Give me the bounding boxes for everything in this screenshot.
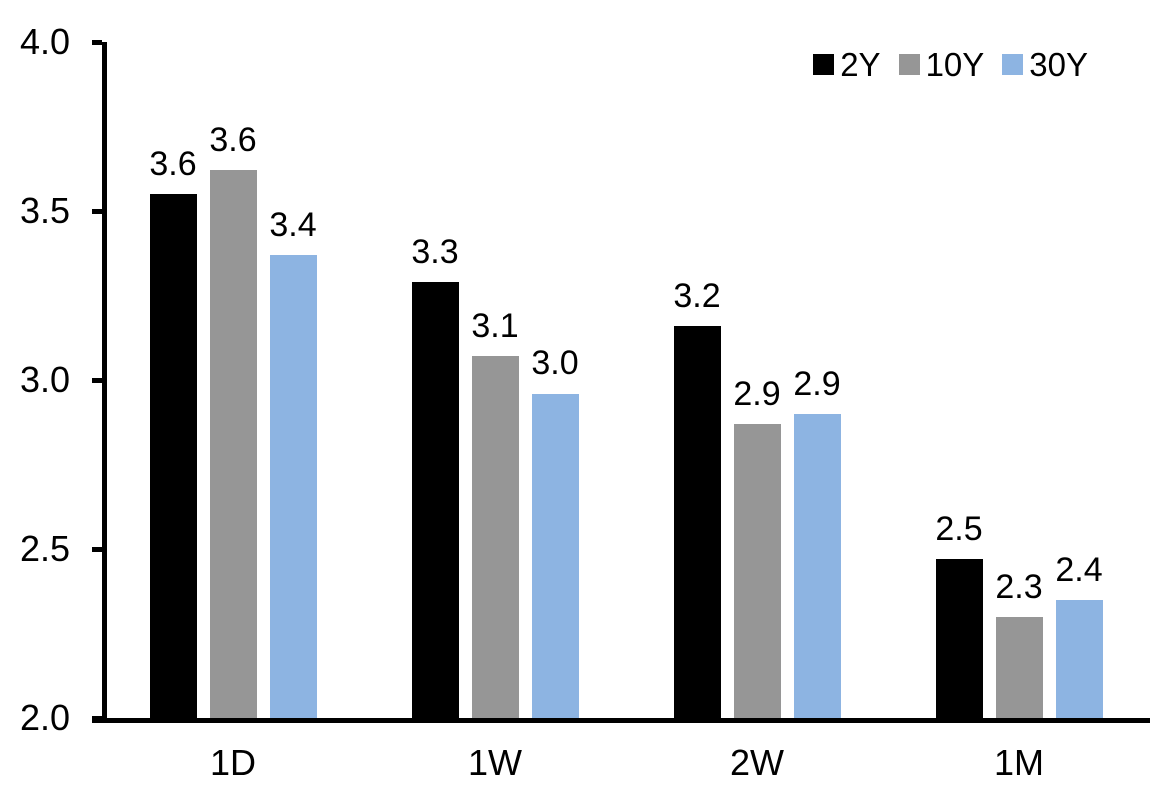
y-tick-mark (92, 40, 102, 45)
x-axis-label-1w: 1W (468, 742, 522, 783)
bar-2y-1m (935, 559, 983, 718)
y-tick-mark (92, 547, 102, 552)
y-tick-mark (92, 209, 102, 214)
x-axis-line (92, 718, 1150, 723)
bar-group-1w: 3.3 3.1 3.0 (364, 233, 626, 718)
bar-value-label-30y-1d: 3.4 (269, 205, 317, 244)
y-tick-mark (92, 716, 102, 721)
bar-slot-2y-2w: 3.2 (673, 277, 721, 718)
bar-slot-10y-2w: 2.9 (733, 375, 781, 718)
bar-value-label-30y-1m: 2.4 (1055, 550, 1103, 589)
bar-value-label-10y-2w: 2.9 (733, 374, 781, 413)
legend-series-name: 30Y (1029, 46, 1088, 83)
x-axis-label-2w: 2W (730, 742, 784, 783)
y-tick-label: 4.0 (19, 21, 70, 62)
y-tick-label: 2.5 (19, 528, 70, 569)
bar-2y-1d (149, 194, 197, 718)
bar-slot-30y-2w: 2.9 (793, 365, 841, 718)
y-axis-line (102, 42, 107, 723)
legend-series-name: 10Y (925, 46, 985, 83)
bar-slot-2y-1w: 3.3 (411, 233, 459, 718)
bar-slot-2y-1d: 3.6 (149, 145, 197, 718)
bar-value-label-10y-1m: 2.3 (995, 567, 1043, 606)
bar-value-label-2y-1d: 3.6 (149, 145, 197, 184)
legend-entry-2y: 2Y (813, 46, 881, 83)
x-axis-label-1d: 1D (209, 742, 257, 783)
bar-value-label-30y-1w: 3.0 (531, 344, 579, 383)
bar-value-label-2y-2w: 3.2 (673, 276, 721, 315)
legend-entry-30y: 30Y (1002, 48, 1088, 81)
bar-30y-1m (1055, 599, 1103, 718)
legend: 2Y 10Y 30Y (813, 48, 1088, 81)
legend-swatch-30y-icon (1002, 54, 1024, 75)
bar-group-1m: 2.5 2.3 2.4 (888, 510, 1150, 718)
legend-entry-10y: 10Y (898, 46, 985, 83)
bar-slot-30y-1w: 3.0 (531, 344, 579, 718)
x-axis-label-1m: 1M (993, 742, 1044, 783)
bar-value-label-10y-1w: 3.1 (471, 307, 519, 346)
bar-10y-2w (733, 423, 781, 718)
bar-value-label-2y-1w: 3.3 (411, 232, 459, 271)
bar-10y-1w (471, 356, 519, 718)
bar-10y-1d (209, 170, 257, 718)
bar-value-label-2y-1m: 2.5 (935, 510, 983, 549)
legend-swatch-10y-icon (898, 54, 920, 75)
bar-slot-30y-1m: 2.4 (1055, 551, 1103, 718)
bar-slot-10y-1m: 2.3 (995, 568, 1043, 718)
bar-value-label-30y-2w: 2.9 (793, 364, 841, 403)
y-tick-mark (92, 378, 102, 383)
bar-2y-2w (673, 325, 721, 718)
y-tick-label: 3.0 (19, 359, 70, 400)
bar-30y-2w (793, 413, 841, 718)
bar-30y-1d (269, 254, 317, 718)
bar-value-label-10y-1d: 3.6 (209, 121, 257, 160)
y-tick-label: 2.0 (19, 697, 70, 738)
bar-10y-1m (995, 616, 1043, 718)
bar-2y-1w (411, 281, 459, 718)
bar-group-2w: 3.2 2.9 2.9 (626, 277, 888, 718)
legend-swatch-2y-icon (813, 54, 835, 75)
legend-series-name: 2Y (840, 46, 881, 83)
bar-slot-2y-1m: 2.5 (935, 510, 983, 718)
y-tick-label: 3.5 (19, 190, 70, 231)
bar-30y-1w (531, 393, 579, 718)
bar-slot-10y-1d: 3.6 (209, 121, 257, 718)
bar-slot-10y-1w: 3.1 (471, 307, 519, 718)
bar-slot-30y-1d: 3.4 (269, 206, 317, 718)
bar-group-1d: 3.6 3.6 3.4 (102, 121, 364, 718)
